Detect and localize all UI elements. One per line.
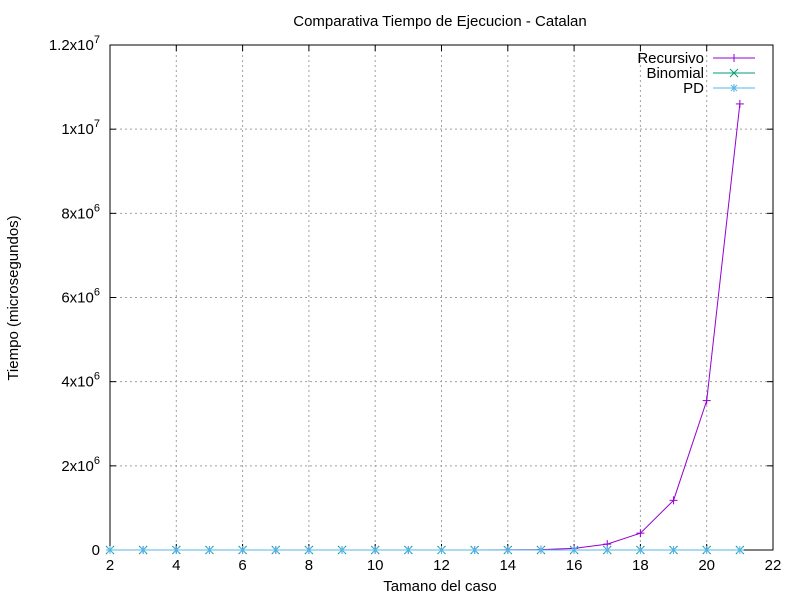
data-point-recursivo	[669, 496, 678, 505]
y-axis-label: Tiempo (microsegundos)	[5, 215, 22, 380]
data-point-pd	[371, 546, 380, 554]
series	[105, 99, 745, 555]
y-tick-label: 4x106	[61, 371, 100, 391]
data-point-pd	[139, 546, 148, 554]
y-tick-exponent: 7	[94, 34, 100, 46]
y-tick-exponent: 6	[94, 287, 100, 299]
data-point-pd	[304, 546, 313, 554]
legend-label-recursivo: Recursivo	[637, 50, 704, 67]
data-point-recursivo	[735, 99, 744, 108]
x-tick-label: 4	[172, 557, 180, 574]
data-point-pd	[669, 546, 678, 554]
data-point-pd	[735, 546, 744, 554]
series-recursivo	[106, 99, 744, 554]
data-point-pd	[503, 546, 512, 554]
x-tick-label: 20	[698, 557, 715, 574]
data-point-pd	[603, 546, 612, 554]
legend-label-binomial: Binomial	[646, 65, 704, 82]
y-tick-label: 8x106	[61, 202, 100, 222]
series-pd	[106, 546, 744, 554]
y-tick-exponent: 7	[94, 118, 100, 130]
y-tick-exponent: 6	[94, 371, 100, 383]
y-tick-mantissa: 6x10	[61, 290, 94, 307]
y-tick-label: 1x107	[61, 118, 100, 138]
data-point-pd	[238, 546, 247, 554]
y-tick-exponent: 6	[94, 202, 100, 214]
data-point-pd	[338, 546, 347, 554]
data-point-pd	[271, 546, 280, 554]
y-tick-label: 2x106	[61, 455, 100, 475]
x-tick-label: 16	[566, 557, 583, 574]
x-tick-label: 8	[305, 557, 313, 574]
x-tick-label: 22	[765, 557, 782, 574]
x-tick-label: 14	[499, 557, 516, 574]
y-tick-mantissa: 4x10	[61, 374, 94, 391]
legend-label-pd: PD	[683, 80, 704, 97]
y-tick-mantissa: 1.2x10	[49, 37, 94, 54]
grid	[110, 45, 773, 550]
legend-item-recursivo: Recursivo	[637, 50, 755, 67]
x-tick-labels: 2 4 6 8 10 12 14 16 18 20 22	[106, 557, 782, 574]
y-tick-label: 1.2x107	[49, 34, 100, 54]
data-point-pd	[404, 546, 413, 554]
legend-item-binomial: Binomial	[646, 65, 755, 82]
data-point-recursivo	[702, 396, 711, 405]
x-tick-label: 18	[632, 557, 649, 574]
x-tick-label: 10	[367, 557, 384, 574]
data-point-pd	[636, 546, 645, 554]
y-tick-mantissa: 8x10	[61, 205, 94, 222]
legend-item-pd: PD	[683, 80, 755, 97]
data-point-pd	[172, 546, 181, 554]
data-point-pd	[470, 546, 479, 554]
x-tick-label: 12	[433, 557, 450, 574]
data-point-recursivo	[636, 529, 645, 538]
legend-marker-binomial	[729, 68, 739, 78]
x-tick-label: 6	[238, 557, 246, 574]
legend-marker-pd	[730, 84, 738, 92]
x-tick-label: 2	[106, 557, 114, 574]
data-point-pd	[570, 546, 579, 554]
y-tick-exponent: 6	[94, 455, 100, 467]
y-tick-mantissa: 1x10	[61, 121, 94, 138]
y-tick-mantissa: 2x10	[61, 458, 94, 475]
y-tick-label: 6x106	[61, 287, 100, 307]
data-point-pd	[205, 546, 214, 554]
x-axis-label: Tamano del caso	[383, 578, 496, 595]
data-point-pd	[106, 546, 114, 554]
data-point-pd	[437, 546, 446, 554]
chart-title: Comparativa Tiempo de Ejecucion - Catala…	[293, 13, 586, 30]
data-point-pd	[536, 546, 545, 554]
legend-marker-recursivo	[730, 54, 738, 62]
data-point-pd	[702, 546, 711, 554]
y-tick-label: 0	[92, 542, 100, 559]
series-line-recursivo	[110, 103, 741, 551]
y-tick-mantissa: 0	[92, 542, 100, 559]
